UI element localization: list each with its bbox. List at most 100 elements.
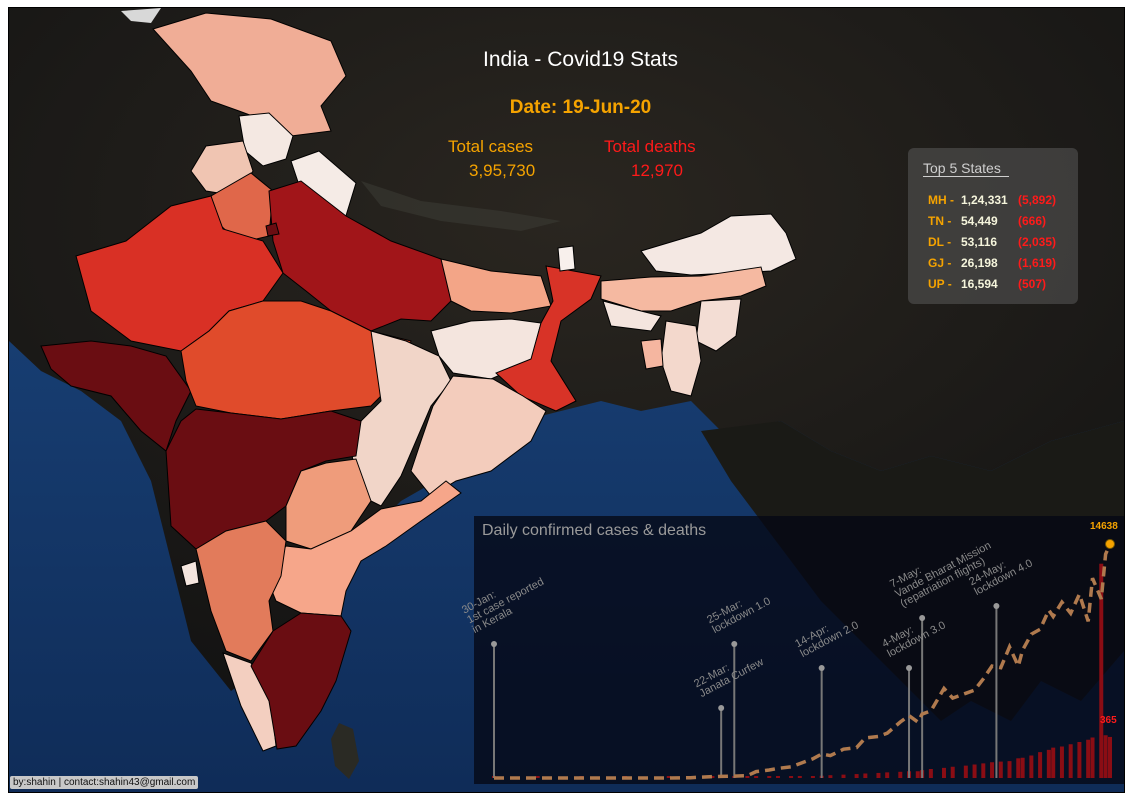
state-bihar[interactable] [440,258,552,314]
state-jammu-kashmir[interactable] [152,12,347,137]
deaths-bar [1077,742,1082,778]
top5-title: Top 5 States [923,160,1009,177]
state-delhi[interactable] [265,222,280,237]
state-telangana[interactable] [285,458,372,550]
annotation-dot [491,641,497,647]
state-code: GJ - [928,256,952,270]
deaths-bar [898,771,903,778]
state-code: TN - [928,214,952,228]
state-cases: 54,449 [961,214,998,228]
snow-patch [121,8,161,23]
state-deaths: (507) [1018,277,1047,291]
state-cases: 1,24,331 [961,193,1008,207]
annotation-dot [993,603,1000,609]
deaths-bar [854,774,859,778]
deaths-bar [863,773,868,778]
deaths-bar [1090,737,1095,778]
deaths-bar [1051,747,1056,778]
deaths-bar [1046,749,1051,778]
deaths-bar [915,771,920,778]
deaths-bar [998,761,1003,778]
deaths-bar [535,776,540,778]
state-deaths: (5,892) [1018,193,1057,207]
deaths-bar [810,776,815,778]
state-uttar-pradesh[interactable] [268,180,462,332]
deaths-bar [1103,735,1108,778]
total-deaths-label: Total deaths [604,137,696,156]
daily-chart [491,539,1115,780]
credit-text: by:shahin | contact:shahin43@gmail.com [10,776,199,789]
deaths-bar [1007,761,1012,778]
deaths-bar [928,769,933,778]
deaths-bar [666,776,671,778]
annotation-dot [718,705,725,711]
deaths-bar [775,776,780,778]
cases-line [494,543,1112,780]
deaths-bar [876,772,881,778]
deaths-bar [789,776,794,778]
india-states [40,12,797,752]
date-label: Date: 19-Jun-20 [509,97,652,118]
state-west-bengal[interactable] [495,265,602,412]
annotation-dot [731,641,738,647]
state-rajasthan[interactable] [75,195,284,352]
state-code: DL - [928,235,952,249]
chart-panel [474,516,1124,784]
deaths-bar [941,767,946,778]
sri-lanka [331,723,359,779]
top5-row: GJ - 26,198 (1,619) [928,256,1056,270]
map-title: India - Covid19 Stats [483,48,678,71]
state-tamil-nadu[interactable] [250,612,352,750]
top5-row: UP - 16,594 (507) [928,277,1046,291]
state-cases: 53,116 [961,235,998,249]
deaths-bar [885,772,890,778]
state-code: MH - [928,193,954,207]
annotation-dot [818,665,825,671]
state-deaths: (1,619) [1018,256,1057,270]
state-meghalaya[interactable] [602,300,662,332]
state-sikkim[interactable] [557,245,576,272]
deaths-bar [1099,563,1104,778]
himalaya-shade [361,181,561,231]
deaths-bar [767,776,772,778]
total-cases-value: 3,95,730 [469,161,536,180]
deaths-bar [1068,744,1073,778]
state-code: UP - [928,277,952,291]
deaths-bar [841,774,846,778]
state-tripura[interactable] [640,338,664,370]
deaths-bar [972,764,977,778]
annotation-dot [906,665,913,671]
deaths-bar [1059,746,1064,778]
state-karnataka[interactable] [195,520,287,662]
state-gujarat[interactable] [40,340,192,452]
state-cases: 16,594 [961,277,998,291]
deaths-bar [710,776,715,778]
deaths-bar [1029,755,1034,778]
deaths-bar [1020,757,1025,778]
last-deaths-label: 365 [1100,715,1117,726]
deaths-bar [963,765,968,778]
deaths-bar [950,766,955,778]
total-deaths-value: 12,970 [631,161,683,180]
last-cases-label: 14638 [1090,521,1118,532]
state-deaths: (666) [1018,214,1047,228]
deaths-bar [1016,758,1021,778]
deaths-bar [1108,736,1112,778]
deaths-bar [1038,752,1043,778]
state-goa[interactable] [180,560,200,587]
deaths-bar [981,763,986,778]
deaths-bar [797,776,802,778]
annotation-dot [919,615,926,621]
deaths-bar [990,762,995,778]
total-cases-label: Total cases [448,137,534,156]
deaths-bar [745,776,750,778]
top5-row: TN - 54,449 (666) [928,214,1046,228]
last-cases-marker [1105,539,1115,549]
state-arunachal[interactable] [640,213,797,276]
state-odisha[interactable] [410,375,547,497]
chart-title: Daily confirmed cases & deaths [482,522,707,539]
deaths-bar [754,776,759,778]
deaths-bar [828,775,833,778]
top5-row: MH - 1,24,331 (5,892) [928,193,1056,207]
state-deaths: (2,035) [1018,235,1057,249]
